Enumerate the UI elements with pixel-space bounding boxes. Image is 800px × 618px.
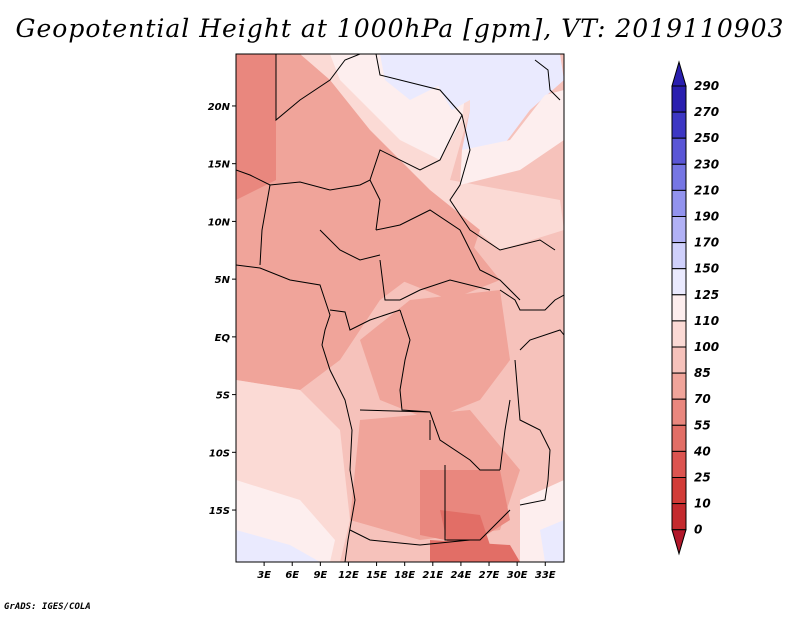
colorbar-segment — [671, 163, 687, 191]
colorbar-segment — [671, 477, 687, 505]
colorbar-label: 150 — [694, 262, 719, 276]
x-tick-label: 27E — [479, 570, 500, 581]
colorbar-label: 170 — [694, 236, 719, 250]
y-tick-label: 15S — [209, 506, 230, 517]
y-tick-label: 10N — [208, 217, 231, 228]
colorbar-segment — [671, 216, 687, 244]
colorbar-label: 55 — [694, 418, 711, 432]
colorbar-label: 110 — [694, 314, 719, 328]
colorbar-segment — [671, 242, 687, 270]
colorbar-segment — [671, 398, 687, 426]
x-tick-label: 21E — [422, 570, 443, 581]
colorbar-label: 70 — [694, 392, 711, 406]
map-field — [236, 54, 564, 562]
y-tick-label: 20N — [208, 102, 231, 113]
colorbar-extend-bottom — [671, 529, 687, 556]
x-tick-label: 12E — [338, 570, 359, 581]
x-tick-label: 30E — [507, 570, 528, 581]
x-tick-label: 9E — [313, 570, 327, 581]
colorbar-label: 270 — [694, 105, 719, 119]
colorbar-segment — [671, 85, 687, 113]
x-tick-label: 33E — [535, 570, 556, 581]
x-tick-label: 6E — [285, 570, 299, 581]
colorbar-segment — [671, 450, 687, 478]
y-tick-label: 10S — [209, 448, 230, 459]
colorbar-label: 0 — [694, 523, 702, 537]
colorbar-label: 250 — [694, 131, 719, 145]
colorbar-segment — [671, 372, 687, 400]
colorbar-segment — [671, 189, 687, 217]
colorbar-label: 190 — [694, 210, 719, 224]
y-tick-label: EQ — [215, 333, 231, 344]
colorbar-label: 210 — [694, 183, 719, 197]
colorbar-label: 100 — [694, 340, 719, 354]
colorbar-segment — [671, 111, 687, 139]
x-tick-label: 15E — [366, 570, 387, 581]
y-tick-label: 5N — [215, 275, 231, 286]
colorbar-segment — [671, 503, 687, 531]
colorbar-segment — [671, 294, 687, 322]
y-tick-label: 15N — [208, 160, 231, 171]
colorbar-segment — [671, 346, 687, 374]
colorbar-label: 10 — [694, 497, 711, 511]
x-tick-label: 3E — [257, 570, 271, 581]
colorbar-segment — [671, 137, 687, 165]
x-tick-label: 24E — [451, 570, 472, 581]
colorbar-label: 25 — [694, 471, 711, 485]
x-tick-label: 18E — [394, 570, 415, 581]
grads-credit: GrADS: IGES/COLA — [4, 602, 91, 612]
y-tick-label: 5S — [216, 391, 230, 402]
colorbar-segment — [671, 320, 687, 348]
colorbar-label: 230 — [694, 157, 719, 171]
colorbar-segment — [671, 268, 687, 296]
colorbar-extend-top — [671, 60, 687, 87]
colorbar-label: 125 — [694, 288, 719, 302]
colorbar-segment — [671, 424, 687, 452]
colorbar-label: 40 — [693, 444, 711, 458]
colorbar-label: 85 — [694, 366, 711, 380]
colorbar-label: 290 — [694, 79, 719, 93]
chart-title: Geopotential Height at 1000hPa [gpm], VT… — [15, 14, 785, 43]
